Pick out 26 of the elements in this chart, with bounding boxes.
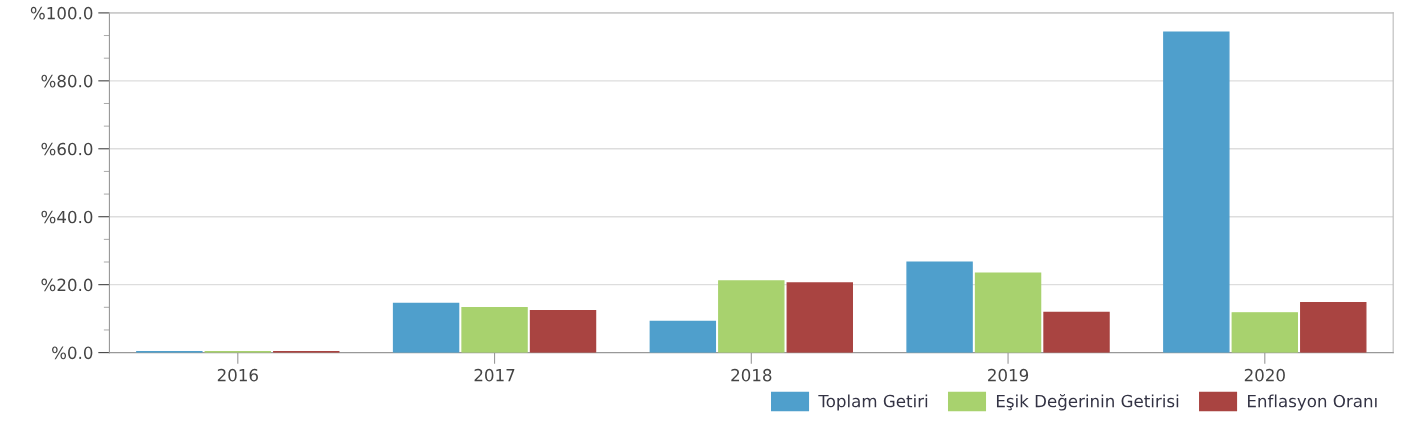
x-tick-label: 2017: [474, 368, 515, 382]
y-tick-label: %80.0: [41, 74, 93, 88]
bar: [1231, 312, 1299, 353]
bar: [392, 302, 460, 353]
bar: [906, 261, 973, 353]
x-tick-label: 2019: [988, 368, 1029, 382]
bar: [718, 280, 785, 353]
bar: [786, 282, 853, 353]
x-tick-label: 2018: [731, 368, 772, 382]
bar: [529, 310, 597, 353]
y-tick-label: %20.0: [41, 278, 93, 292]
y-tick-label: %100.0: [30, 6, 93, 20]
y-tick-label: %0.0: [52, 346, 93, 360]
bar: [1043, 311, 1110, 353]
x-tick-label: 2020: [1244, 368, 1285, 382]
bar: [974, 272, 1042, 353]
legend-label: Toplam Getiri: [818, 394, 928, 411]
legend-label: Eşik Değerinin Getirisi: [996, 394, 1179, 411]
bar: [1300, 301, 1367, 353]
x-tick-label: 2016: [217, 368, 258, 382]
legend-label: Enflasyon Oranı: [1248, 394, 1377, 411]
bar: [461, 307, 528, 353]
y-tick-label: %60.0: [41, 142, 93, 156]
bar: [1163, 31, 1230, 353]
bar: [649, 320, 717, 353]
y-tick-label: %40.0: [41, 210, 93, 224]
